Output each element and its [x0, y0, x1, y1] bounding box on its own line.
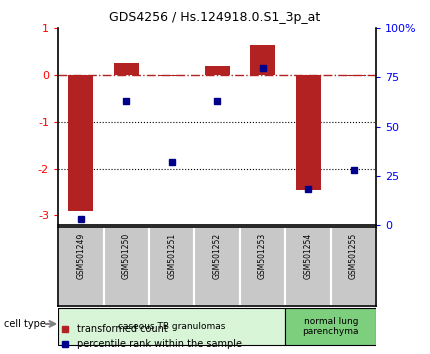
Text: GSM501255: GSM501255 — [349, 233, 358, 279]
Bar — [114, 63, 139, 75]
Text: caseous TB granulomas: caseous TB granulomas — [118, 322, 225, 331]
Bar — [331, 227, 376, 306]
Text: GSM501254: GSM501254 — [304, 233, 313, 279]
Text: GSM501249: GSM501249 — [76, 233, 85, 279]
Bar — [159, 75, 184, 76]
Bar — [205, 66, 230, 75]
Text: cell type: cell type — [4, 319, 46, 329]
Bar — [250, 45, 275, 75]
Bar — [240, 227, 286, 306]
Bar — [286, 227, 331, 306]
Bar — [194, 227, 240, 306]
Text: normal lung
parenchyma: normal lung parenchyma — [303, 317, 359, 336]
Bar — [58, 227, 104, 306]
Text: GSM501251: GSM501251 — [167, 233, 176, 279]
Text: GSM501250: GSM501250 — [122, 233, 131, 279]
Bar — [104, 227, 149, 306]
Bar — [68, 75, 93, 211]
Bar — [341, 75, 366, 76]
Text: transformed count: transformed count — [77, 324, 168, 333]
Text: GSM501252: GSM501252 — [213, 233, 221, 279]
Bar — [58, 308, 286, 345]
Bar — [295, 75, 320, 190]
Bar — [286, 308, 376, 345]
Text: GDS4256 / Hs.124918.0.S1_3p_at: GDS4256 / Hs.124918.0.S1_3p_at — [109, 11, 321, 24]
Bar — [149, 227, 194, 306]
Text: percentile rank within the sample: percentile rank within the sample — [77, 339, 243, 349]
Text: GSM501253: GSM501253 — [258, 233, 267, 279]
